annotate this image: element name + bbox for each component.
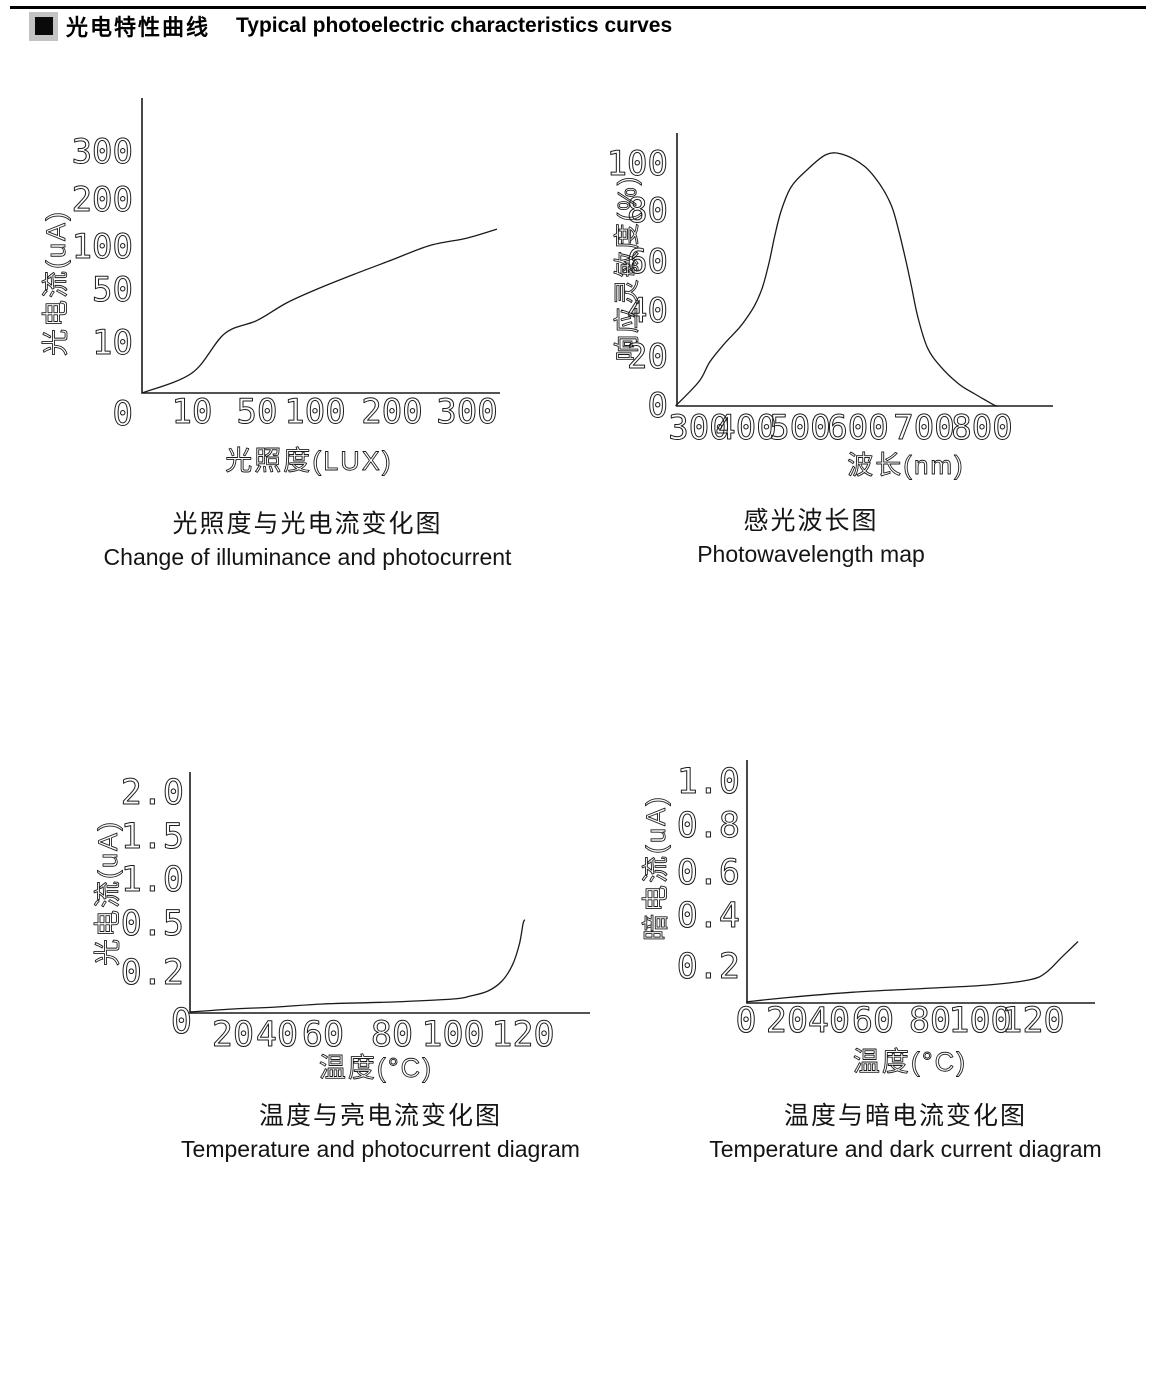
x-tick-label: 500 <box>769 408 830 448</box>
x-tick-label: 60 <box>302 1015 344 1055</box>
y-tick-label: 200 <box>72 180 133 220</box>
caption-illuminance-vs-photocurrent: 光照度与光电流变化图 Change of illuminance and pho… <box>55 504 560 571</box>
section-header: 光电特性曲线 Typical photoelectric characteris… <box>29 10 672 42</box>
y-tick-label: 60 <box>627 242 668 282</box>
data-curve <box>675 152 998 407</box>
x-tick-label: 0 <box>735 1001 756 1041</box>
axes <box>189 772 590 1014</box>
y-tick-label: 20 <box>627 337 668 377</box>
caption-temperature-vs-dark-current: 温度与暗电流变化图 Temperature and dark current d… <box>648 1096 1155 1163</box>
y-tick-label: 0.6 <box>677 853 740 893</box>
caption-en: Change of illuminance and photocurrent <box>103 544 512 570</box>
caption-zh: 温度与暗电流变化图 <box>783 1101 1027 1130</box>
y-axis-label: 暗电流(uA) <box>641 795 671 941</box>
x-tick-label: 600 <box>827 408 888 448</box>
y-tick-label: 50 <box>92 270 133 310</box>
data-curve <box>141 228 498 394</box>
y-tick-label: 0.4 <box>677 896 740 936</box>
x-tick-label: 300 <box>436 392 497 432</box>
y-tick-label: 40 <box>627 291 668 331</box>
x-tick-label: 120 <box>1001 1001 1064 1041</box>
x-tick-label: 100 <box>284 392 345 432</box>
y-axis-label: 光电流(uA) <box>93 820 123 966</box>
x-axis-label: 光照度(LUX) <box>225 446 393 476</box>
caption-temperature-vs-photocurrent: 温度与亮电流变化图 Temperature and photocurrent d… <box>118 1096 643 1163</box>
data-curve <box>745 941 1079 1003</box>
y-axis-label: 光电流(uA) <box>41 210 71 356</box>
data-curve <box>189 919 526 1013</box>
x-tick-label: 700 <box>893 408 954 448</box>
x-tick-label: 80 <box>909 1001 951 1041</box>
axes <box>746 760 1095 1004</box>
x-axis-label: 波长(nm) <box>847 450 964 480</box>
y-tick-label: 1.5 <box>121 817 184 857</box>
x-tick-label: 50 <box>237 392 278 432</box>
x-tick-label: 20 <box>766 1001 808 1041</box>
caption-en: Temperature and dark current diagram <box>709 1136 1102 1162</box>
y-tick-label: 2.0 <box>121 773 184 813</box>
x-tick-label: 200 <box>361 392 422 432</box>
x-tick-label: 300 <box>668 408 729 448</box>
y-tick-label: 300 <box>72 132 133 172</box>
x-tick-label: 800 <box>951 408 1012 448</box>
section-title-en: Typical photoelectric characteristics cu… <box>236 14 673 37</box>
caption-zh: 温度与亮电流变化图 <box>258 1101 502 1130</box>
x-tick-label: 120 <box>491 1015 554 1055</box>
caption-zh: 光照度与光电流变化图 <box>172 509 443 538</box>
y-tick-label: 0.2 <box>121 953 184 993</box>
x-tick-label: 10 <box>172 392 213 432</box>
axes <box>676 133 1053 407</box>
y-tick-label: 100 <box>607 144 668 184</box>
x-tick-label: 100 <box>421 1015 484 1055</box>
y-tick-label: 0 <box>648 386 668 426</box>
chart-temperature-vs-photocurrent: 0.2 0.51.01.52.0 20 40 60 80 100 120 0 温度(°C) 光电流(… <box>93 772 590 1083</box>
top-rule <box>10 6 1146 9</box>
y-tick-label: 0.2 <box>677 947 740 987</box>
x-tick-label: 400 <box>715 408 776 448</box>
y-tick-label: 1.0 <box>121 860 184 900</box>
x-tick-label: 60 <box>852 1001 894 1041</box>
x-tick-label: 20 <box>212 1015 254 1055</box>
section-title-zh: 光电特性曲线 <box>66 15 211 40</box>
x-tick-label: 40 <box>256 1015 298 1055</box>
y-tick-label: 0.8 <box>677 806 740 846</box>
y-tick-label: 0.5 <box>121 904 184 944</box>
y-tick-label: 100 <box>72 227 133 267</box>
x-tick-label: 40 <box>808 1001 850 1041</box>
caption-spectral-response: 感光波长图 Photowavelength map <box>612 501 1010 568</box>
caption-en: Temperature and photocurrent diagram <box>181 1136 580 1162</box>
y-axis-label: 响应灵敏度(%) <box>612 175 642 361</box>
y-tick-label: 10 <box>92 323 133 363</box>
y-tick-label: 1.0 <box>677 762 740 802</box>
x-tick-label: 100 <box>948 1001 1011 1041</box>
section-marker-icon <box>29 11 58 41</box>
y-tick-label: 80 <box>627 191 668 231</box>
x-tick-label: 80 <box>371 1015 413 1055</box>
caption-en: Photowavelength map <box>697 541 925 567</box>
origin-label: 0 <box>113 394 133 434</box>
black-square-icon <box>34 17 53 35</box>
x-axis-label: 温度(°C) <box>853 1047 967 1077</box>
axes <box>141 98 500 394</box>
x-axis-label: 温度(°C) <box>319 1053 433 1083</box>
caption-zh: 感光波长图 <box>743 506 879 535</box>
origin-label: 0 <box>171 1002 192 1042</box>
